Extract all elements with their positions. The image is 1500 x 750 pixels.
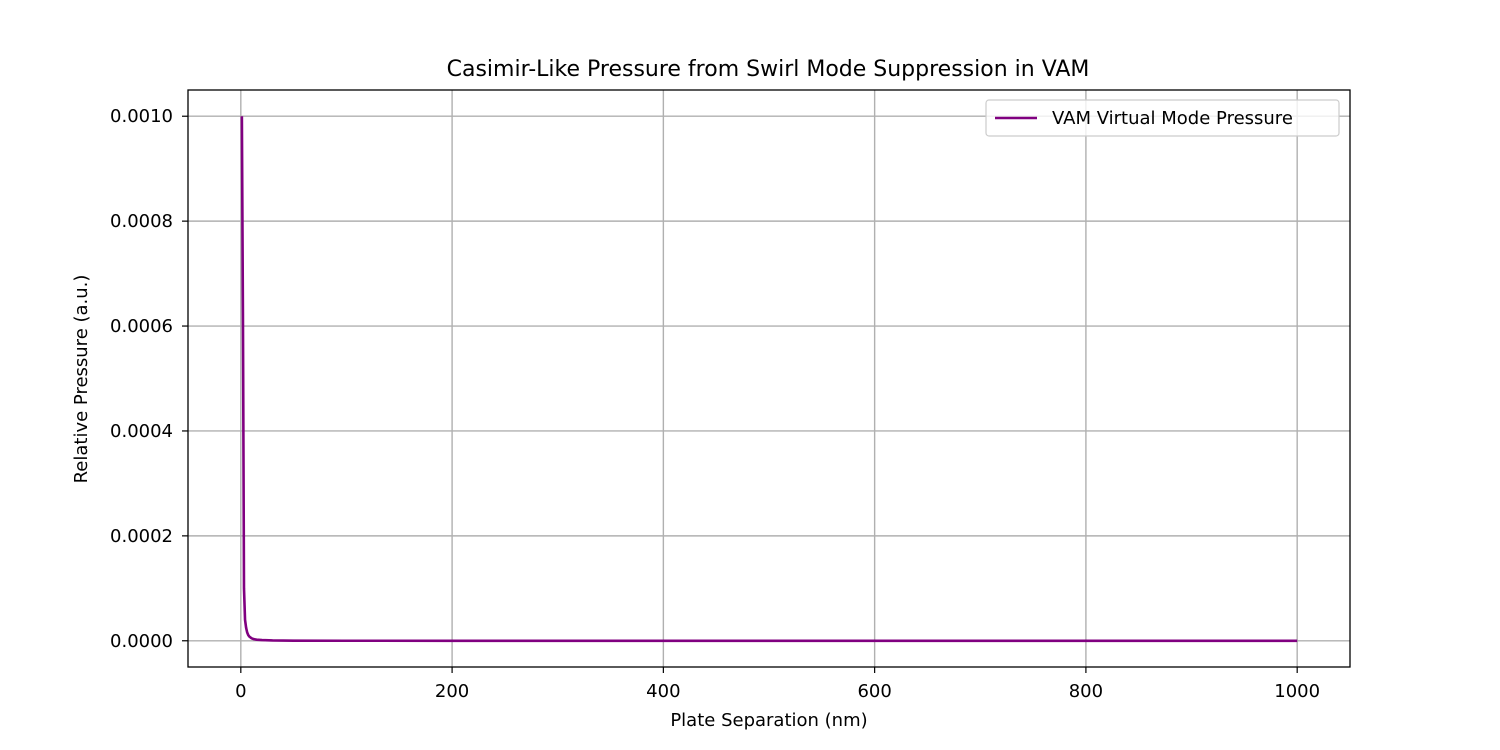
chart-title: Casimir-Like Pressure from Swirl Mode Su…	[447, 57, 1090, 82]
x-tick-label: 0	[235, 681, 246, 702]
y-tick-label: 0.0010	[110, 106, 173, 127]
x-tick-label: 600	[857, 681, 891, 702]
tick-layer: 0 200 400 600 800 1000 0.0000 0.0002 0.0004 0.000…	[110, 106, 1320, 702]
legend: VAM Virtual Mode Pressure	[985, 99, 1340, 137]
y-tick-label: 0.0008	[110, 211, 173, 232]
x-tick-label: 200	[435, 681, 469, 702]
series-line	[240, 116, 1298, 643]
x-axis-label: Plate Separation (nm)	[670, 710, 867, 731]
y-tick-label: 0.0006	[110, 316, 173, 337]
legend-label: VAM Virtual Mode Pressure	[1052, 108, 1293, 129]
x-tick-label: 400	[646, 681, 680, 702]
y-tick-label: 0.0002	[110, 526, 173, 547]
plot-frame	[187, 89, 1351, 668]
y-tick-label: 0.0004	[110, 421, 173, 442]
grid-layer	[188, 90, 1350, 667]
series-layer	[240, 116, 1298, 643]
y-axis-label: Relative Pressure (a.u.)	[71, 275, 92, 484]
x-tick-label: 800	[1069, 681, 1103, 702]
y-tick-label: 0.0000	[110, 631, 173, 652]
legend-box	[985, 99, 1340, 137]
x-tick-label: 1000	[1274, 681, 1320, 702]
